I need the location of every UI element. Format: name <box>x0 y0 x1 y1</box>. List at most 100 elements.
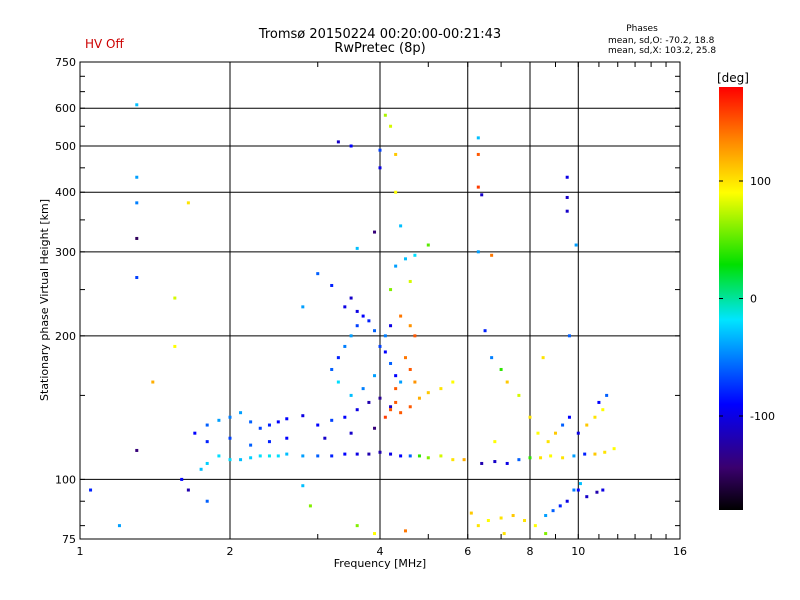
echo-point <box>394 387 398 391</box>
echo-point <box>355 408 359 412</box>
x-tick-label: 2 <box>227 545 234 558</box>
echo-point <box>490 253 494 257</box>
echo-point <box>567 334 571 338</box>
echo-point <box>403 529 407 533</box>
echo-point <box>462 458 466 462</box>
echo-point <box>343 415 347 419</box>
hv-status-label: HV Off <box>85 37 124 51</box>
echo-point <box>597 400 601 404</box>
echo-point <box>349 431 353 435</box>
echo-point <box>593 452 597 456</box>
echo-point <box>541 356 545 360</box>
echo-point <box>399 224 403 228</box>
echo-point <box>316 272 320 276</box>
echo-point <box>301 454 305 458</box>
phases-title: Phases <box>626 24 658 34</box>
echo-point <box>476 524 480 528</box>
echo-point <box>316 423 320 427</box>
echo-point <box>394 374 398 378</box>
echo-point <box>511 514 515 518</box>
echo-point <box>544 514 548 518</box>
echo-point <box>528 415 532 419</box>
echo-point <box>186 201 190 205</box>
echo-point <box>565 195 569 199</box>
echo-point <box>378 450 382 454</box>
echo-point <box>528 456 532 460</box>
echo-point <box>558 504 562 508</box>
echo-point <box>394 264 398 268</box>
echo-points <box>89 103 616 536</box>
echo-point <box>301 484 305 488</box>
echo-point <box>408 405 412 409</box>
x-tick-label: 8 <box>527 545 534 558</box>
echo-point <box>389 288 393 292</box>
echo-point <box>330 367 334 371</box>
echo-point <box>349 296 353 300</box>
echo-point <box>361 314 365 318</box>
echo-point <box>135 276 139 280</box>
plot-area: 1 2 4 6 8 10 16 75 100 200 300 400 500 600 750 <box>55 56 687 558</box>
echo-point <box>549 454 553 458</box>
echo-point <box>367 452 371 456</box>
echo-point <box>239 458 243 462</box>
echo-point <box>476 152 480 156</box>
echo-point <box>490 356 494 360</box>
echo-point <box>572 454 576 458</box>
echo-point <box>394 152 398 156</box>
echo-point <box>361 387 365 391</box>
echo-point <box>476 185 480 189</box>
echo-point <box>135 448 139 452</box>
echo-point <box>565 499 569 503</box>
echo-point <box>480 461 484 465</box>
echo-point <box>217 418 221 422</box>
echo-point <box>383 350 387 354</box>
echo-point <box>517 458 521 462</box>
echo-point <box>258 426 262 430</box>
echo-point <box>486 519 490 523</box>
echo-point <box>389 124 393 128</box>
y-tick-label: 400 <box>55 186 76 199</box>
echo-point <box>505 461 509 465</box>
colorbar-tick-label: 100 <box>750 175 771 188</box>
phases-x-mode: mean, sd,X: 103.2, 25.8 <box>608 46 716 56</box>
y-tick-label: 300 <box>55 246 76 259</box>
echo-point <box>383 113 387 117</box>
echo-point <box>476 250 480 254</box>
echo-point <box>451 380 455 384</box>
echo-point <box>585 423 589 427</box>
echo-point <box>349 144 353 148</box>
echo-point <box>383 415 387 419</box>
echo-point <box>267 440 271 444</box>
echo-point <box>343 344 347 348</box>
echo-point <box>517 393 521 397</box>
echo-point <box>249 443 253 447</box>
y-tick-label: 600 <box>55 102 76 115</box>
echo-point <box>173 344 177 348</box>
echo-point <box>323 436 327 440</box>
echo-point <box>389 408 393 412</box>
echo-point <box>228 436 232 440</box>
echo-point <box>205 423 209 427</box>
y-axis-label: Stationary phase Virtual Height [km] <box>38 199 51 401</box>
echo-point <box>199 467 203 471</box>
echo-point <box>308 504 312 508</box>
echo-point <box>205 461 209 465</box>
echo-point <box>301 414 305 418</box>
echo-point <box>505 380 509 384</box>
echo-point <box>373 532 377 536</box>
echo-point <box>355 246 359 250</box>
echo-point <box>285 417 289 421</box>
colorbar-tick-label: 0 <box>750 293 757 306</box>
echo-point <box>572 488 576 492</box>
echo-point <box>502 532 506 536</box>
x-tick-label: 1 <box>77 545 84 558</box>
echo-point <box>403 257 407 261</box>
echo-point <box>605 393 609 397</box>
chart-title: Tromsø 20150224 00:20:00-00:21:43 <box>258 27 501 42</box>
echo-point <box>565 175 569 179</box>
echo-point <box>205 440 209 444</box>
echo-point <box>367 319 371 323</box>
echo-point <box>180 477 184 481</box>
echo-point <box>336 356 340 360</box>
